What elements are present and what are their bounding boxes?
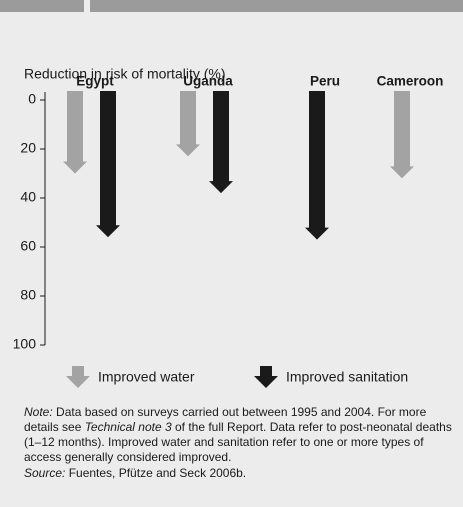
header-block [90, 0, 463, 12]
y-tick-label: 80 [20, 287, 36, 303]
y-tick-label: 0 [28, 91, 36, 107]
arrow [96, 91, 120, 238]
y-tick-label: 20 [20, 140, 36, 156]
y-tick-label: 60 [20, 238, 36, 254]
note-italic: Technical note 3 [84, 420, 172, 434]
arrow [305, 91, 329, 240]
arrow [390, 91, 414, 179]
y-tick-label: 100 [13, 336, 37, 352]
header-block [0, 0, 84, 12]
arrow [63, 91, 87, 174]
category-label: Peru [310, 74, 340, 89]
source-label: Source: [24, 466, 66, 480]
arrow [176, 91, 200, 157]
source-text: Fuentes, Pfütze and Seck 2006b. [65, 466, 247, 480]
note-label: Note: [24, 405, 53, 419]
category-label: Cameroon [377, 74, 444, 89]
legend-label: Improved sanitation [286, 369, 408, 385]
legend-icon [66, 366, 90, 388]
category-label: Egypt [76, 74, 114, 89]
y-tick-label: 40 [20, 189, 36, 205]
category-label: Uganda [183, 74, 233, 89]
source: Source: Fuentes, Pfütze and Seck 2006b. [24, 466, 456, 481]
arrow [209, 91, 233, 194]
legend-label: Improved water [98, 369, 195, 385]
chart-title: Reduction in risk of mortality (%) [24, 66, 226, 82]
legend-icon [254, 366, 278, 388]
note-text: Data based on surveys carried out betwee… [24, 405, 427, 434]
note-text: of the full Report. Data refer to post-n… [24, 420, 452, 464]
note: Note: Data based on surveys carried out … [24, 405, 456, 465]
